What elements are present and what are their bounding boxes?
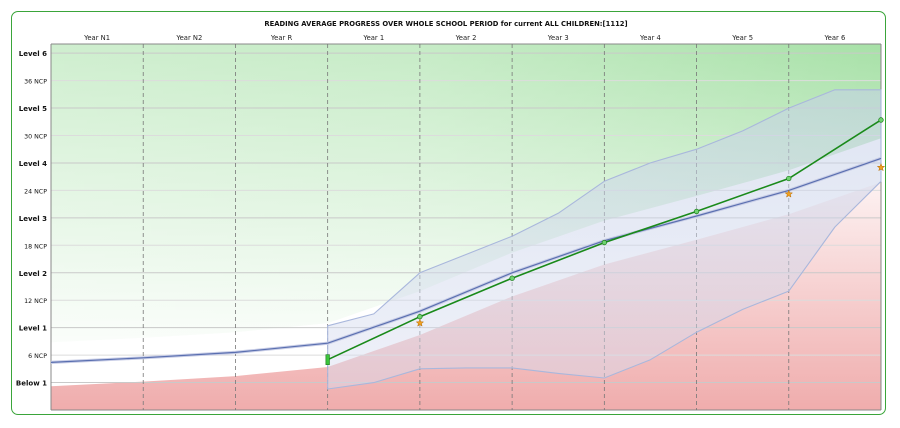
below-expected-region bbox=[51, 182, 881, 410]
x-category-label: Year 6 bbox=[823, 34, 845, 42]
start-marker bbox=[325, 354, 330, 365]
y-tick-label: Level 3 bbox=[19, 215, 47, 223]
x-category-label: Year 4 bbox=[639, 34, 661, 42]
x-category-label: Year 1 bbox=[362, 34, 384, 42]
chart-frame: Below 1 6 NCP Level 1 12 NCP Level 2 18 NCP Le… bbox=[11, 11, 886, 415]
y-tick-label: Level 2 bbox=[19, 270, 47, 278]
actual-point bbox=[878, 117, 884, 123]
expected-progress-line bbox=[50, 157, 882, 363]
x-category-label: Year N1 bbox=[83, 34, 110, 42]
y-tick-label: Level 6 bbox=[19, 50, 47, 58]
y-tick-label: Level 4 bbox=[19, 160, 47, 168]
y-tick-label: 24 NCP bbox=[24, 188, 47, 195]
star-marker bbox=[415, 318, 425, 327]
y-tick-label: 30 NCP bbox=[24, 134, 47, 141]
above-expected-highlight bbox=[51, 44, 881, 343]
y-tick-label: Below 1 bbox=[16, 380, 47, 388]
reading-progress-chart: Below 1 6 NCP Level 1 12 NCP Level 2 18 NCP Le… bbox=[16, 20, 885, 411]
y-tick-label: 6 NCP bbox=[28, 353, 47, 360]
x-category-label: Year 5 bbox=[731, 34, 753, 42]
actual-point bbox=[509, 275, 515, 281]
chart-title: READING AVERAGE PROGRESS OVER WHOLE SCHO… bbox=[264, 20, 627, 28]
star-marker bbox=[876, 162, 885, 172]
actual-point bbox=[693, 208, 700, 215]
y-tick-label: 18 NCP bbox=[24, 243, 47, 250]
x-category-label: Year 2 bbox=[455, 34, 477, 42]
y-tick-label: 12 NCP bbox=[24, 298, 47, 305]
actual-point bbox=[786, 175, 792, 182]
actual-point bbox=[417, 314, 423, 320]
y-tick-label: 36 NCP bbox=[24, 79, 47, 86]
x-category-label: Year 3 bbox=[547, 34, 569, 42]
actual-point bbox=[601, 239, 607, 246]
y-tick-label: Level 1 bbox=[19, 325, 47, 333]
x-category-label: Year N2 bbox=[175, 34, 202, 42]
x-category-label: Year R bbox=[270, 34, 293, 42]
y-tick-label: Level 5 bbox=[19, 105, 47, 113]
star-marker bbox=[784, 189, 794, 198]
